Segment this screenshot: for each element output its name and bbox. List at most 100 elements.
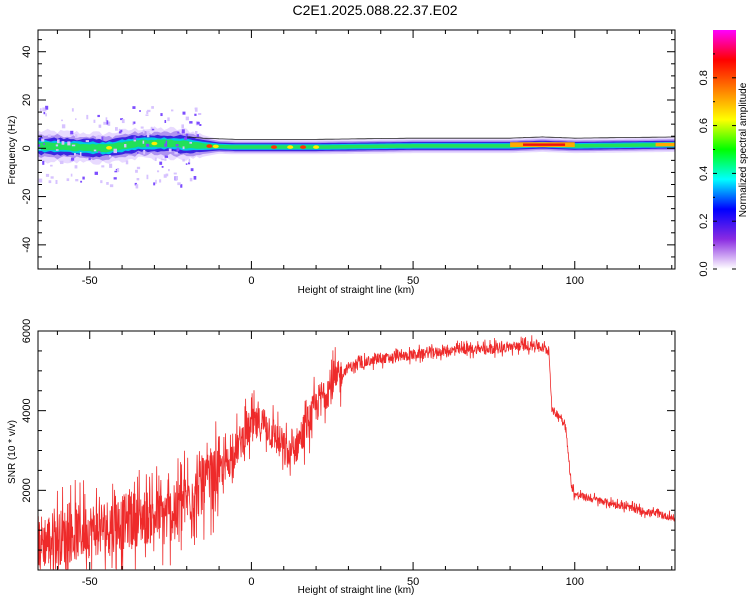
spectrogram-speckle bbox=[124, 144, 127, 148]
spectrogram-speckle bbox=[168, 169, 170, 172]
spectrogram-speckle bbox=[161, 158, 165, 161]
spectrogram-speckle bbox=[109, 184, 114, 188]
spectrogram-speckle bbox=[80, 180, 83, 183]
spectrogram-speckle bbox=[50, 164, 53, 167]
spectrogram-speckle bbox=[151, 128, 155, 131]
spectrogram-speckle bbox=[97, 114, 100, 118]
spectrogram-speckle bbox=[125, 160, 129, 165]
spectrogram-speckle bbox=[103, 121, 107, 125]
snr-ticks: -50 0 50 100 2000 4000 6000 bbox=[21, 319, 675, 588]
spectrogram-speckle bbox=[86, 114, 89, 120]
spectrogram-speckle bbox=[117, 168, 120, 173]
spectrogram-speckle bbox=[185, 133, 189, 138]
spectrogram-speckle bbox=[75, 179, 79, 182]
spectrogram-band-layer-4 bbox=[38, 139, 675, 153]
spectrogram-speckle bbox=[45, 105, 49, 110]
spectrogram-speckle bbox=[134, 182, 137, 186]
spectrogram-speckle bbox=[143, 150, 146, 155]
spectrogram-speckle bbox=[171, 109, 174, 112]
spectrogram-y-axis-label: Frequency (Hz) bbox=[7, 116, 18, 185]
spectrogram-speckle bbox=[55, 144, 59, 147]
spectrogram-hot-spot bbox=[287, 145, 294, 149]
spectrogram-speckle bbox=[146, 133, 150, 138]
spectrogram-core-red bbox=[523, 143, 566, 146]
spectrogram-speckle bbox=[98, 151, 101, 154]
colorbar-tick-label: 0.8 bbox=[698, 70, 710, 85]
spectrogram-speckle bbox=[196, 121, 200, 125]
spectrogram-speckle bbox=[98, 124, 102, 128]
spectrogram-speckle bbox=[75, 118, 77, 120]
spectrogram-speckle bbox=[114, 170, 118, 173]
spectrogram-speckle bbox=[101, 165, 105, 168]
spectrogram-speckle bbox=[140, 126, 144, 129]
spectrogram-speckle bbox=[160, 113, 163, 117]
spectrogram-panel: -50 0 50 100 -40 -20 0 20 40 Height of straight … bbox=[7, 29, 676, 296]
spectrogram-speckle bbox=[165, 140, 168, 145]
spectrogram-speckle bbox=[198, 113, 202, 116]
spectrogram-speckle bbox=[106, 120, 109, 125]
spectrogram-speckle bbox=[55, 149, 59, 151]
spectrogram-speckle bbox=[154, 157, 157, 162]
spectrogram-speckle bbox=[93, 149, 97, 152]
spectrogram-speckle bbox=[159, 161, 163, 165]
spectrogram-speckle bbox=[164, 120, 167, 124]
spectrogram-speckle bbox=[153, 182, 156, 186]
spectrogram-x-tick-label: 50 bbox=[407, 275, 419, 287]
spectrogram-hot-spot bbox=[300, 145, 307, 149]
spectrogram-speckle bbox=[120, 118, 124, 121]
spectrogram-speckle bbox=[164, 158, 167, 161]
spectrogram-speckle bbox=[96, 135, 99, 139]
spectrogram-speckle bbox=[185, 116, 189, 121]
spectrogram-speckle bbox=[121, 119, 125, 124]
spectrogram-y-tick-label: 0 bbox=[21, 145, 33, 151]
spectrogram-speckle bbox=[39, 108, 42, 112]
spectrogram-speckle bbox=[93, 119, 96, 123]
spectrogram-speckle bbox=[195, 131, 198, 135]
spectrogram-speckle bbox=[163, 174, 167, 178]
colorbar-tick-label: 0.6 bbox=[698, 118, 710, 133]
spectrogram-speckle bbox=[164, 155, 169, 158]
spectrogram-speckle bbox=[135, 169, 138, 173]
snr-x-tick-label: 50 bbox=[407, 576, 419, 588]
spectrogram-speckle bbox=[146, 110, 149, 114]
spectrogram-core-right bbox=[655, 142, 675, 147]
spectrogram-speckle bbox=[42, 160, 45, 165]
page-title: C2E1.2025.088.22.37.E02 bbox=[292, 2, 458, 18]
spectrogram-speckle bbox=[118, 128, 121, 132]
snr-panel: -50 0 50 100 2000 4000 6000 Height of straight… bbox=[7, 319, 676, 596]
spectrogram-speckle bbox=[167, 117, 170, 122]
spectrogram-speckle bbox=[60, 160, 64, 165]
spectrogram-speckle bbox=[150, 126, 153, 131]
spectrogram-speckle bbox=[175, 176, 178, 181]
spectrogram-speckle bbox=[50, 176, 54, 179]
spectrogram-speckle bbox=[57, 139, 60, 144]
spectrogram-speckle bbox=[109, 163, 113, 168]
spectrogram-speckle bbox=[194, 107, 198, 110]
spectrogram-speckle bbox=[189, 141, 193, 144]
spectrogram-speckle bbox=[194, 107, 198, 112]
spectrogram-hot-spot bbox=[206, 144, 213, 148]
spectrogram-speckle bbox=[177, 131, 180, 134]
spectrogram-y-tick-label: -20 bbox=[21, 189, 33, 205]
snr-x-axis-label: Height of straight line (km) bbox=[298, 585, 415, 596]
spectrogram-speckle bbox=[47, 134, 51, 138]
spectrogram-frame bbox=[37, 29, 676, 270]
snr-series-line bbox=[38, 335, 675, 570]
spectrogram-speckle bbox=[139, 110, 141, 112]
spectrogram-speckle bbox=[175, 144, 179, 147]
spectrogram-speckle bbox=[106, 182, 109, 185]
spectrogram-speckle bbox=[176, 147, 180, 152]
spectrogram-speckle bbox=[161, 166, 164, 168]
snr-marks bbox=[38, 335, 675, 570]
spectrogram-x-tick-label: -50 bbox=[82, 275, 98, 287]
spectrogram-speckle bbox=[182, 146, 185, 150]
spectrogram-y-tick-label: 20 bbox=[21, 94, 33, 106]
spectrogram-speckle bbox=[194, 113, 197, 116]
spectrogram-speckle bbox=[94, 171, 98, 175]
spectrogram-speckle bbox=[70, 130, 74, 135]
spectrogram-speckle bbox=[75, 134, 78, 138]
colorbar-ticks: 0.0 0.2 0.4 0.6 0.8 bbox=[698, 53, 736, 277]
spectrogram-speckle bbox=[188, 162, 191, 165]
spectrogram-speckle bbox=[165, 173, 169, 177]
